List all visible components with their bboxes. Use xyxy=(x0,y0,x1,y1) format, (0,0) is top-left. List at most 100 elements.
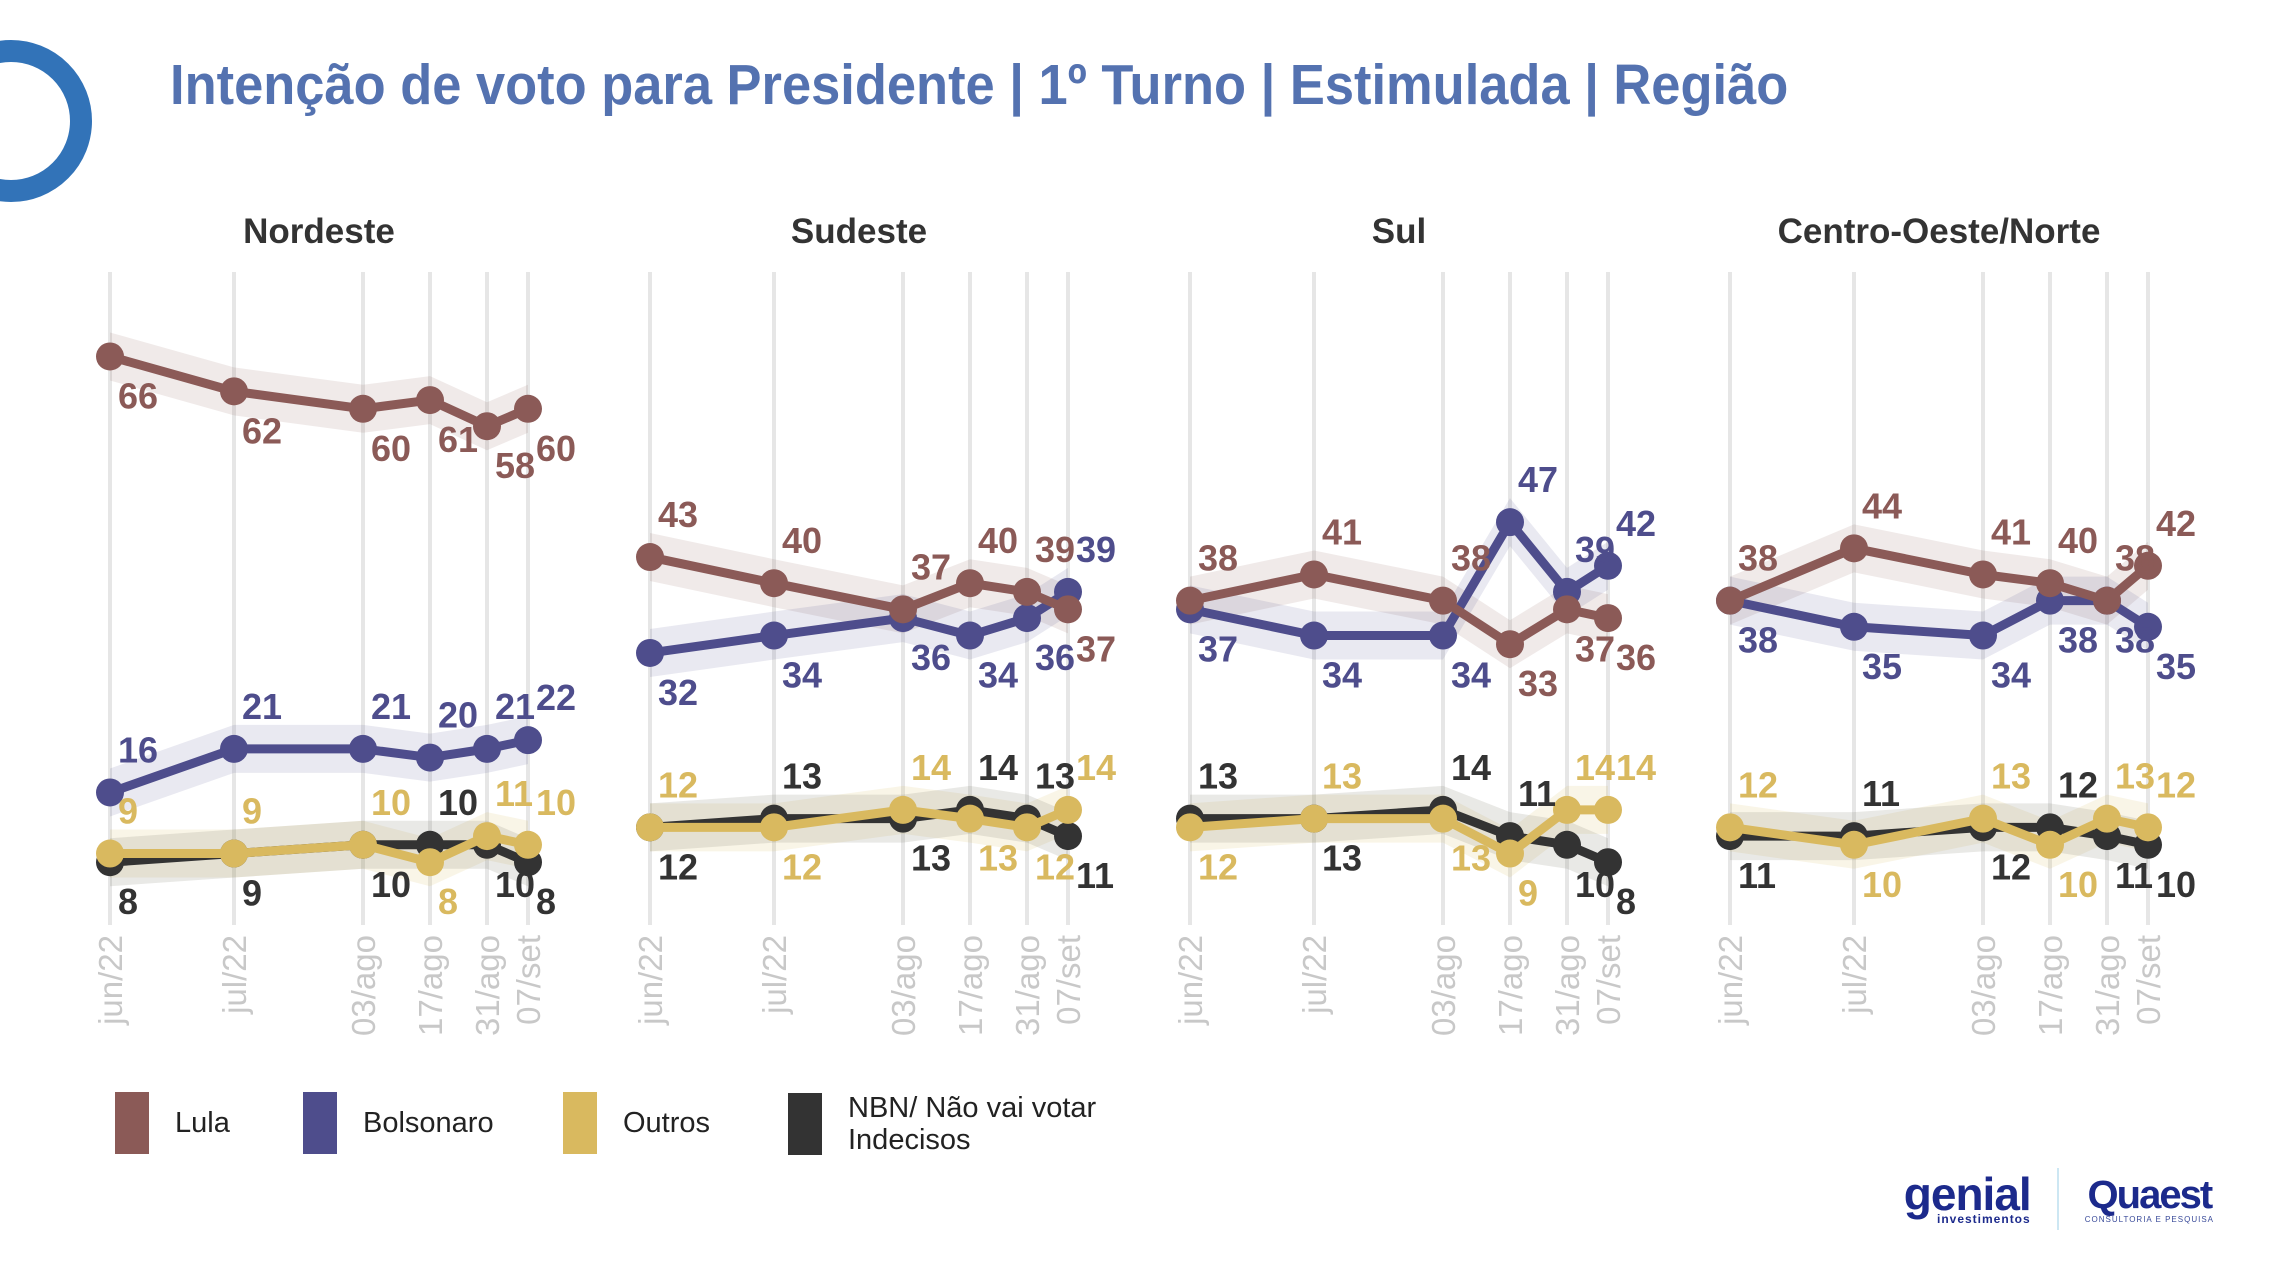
data-point-nbn xyxy=(1553,830,1581,859)
x-tick-label: jun/22 xyxy=(1712,935,1749,1026)
legend-swatch-lula xyxy=(115,1092,149,1154)
data-label-outros: 13 xyxy=(1322,756,1362,797)
data-point-bolsonaro xyxy=(220,734,248,763)
legend-item-lula: Lula xyxy=(115,1092,230,1154)
data-point-outros xyxy=(760,813,788,842)
data-label-bolsonaro: 42 xyxy=(1616,503,1656,544)
data-point-outros xyxy=(220,839,248,868)
data-label-bolsonaro: 38 xyxy=(1738,620,1778,661)
data-point-lula xyxy=(889,595,917,624)
data-point-lula xyxy=(1840,534,1868,563)
data-point-outros xyxy=(1496,839,1524,868)
x-tick-label: jun/22 xyxy=(1172,935,1209,1026)
data-label-lula: 61 xyxy=(438,419,478,460)
panel-nordeste: Nordeste jun/22 jul/22 03/ago 17/ago 31/ago 07… xyxy=(92,212,576,1036)
data-point-outros xyxy=(1969,804,1997,833)
quaest-logo: Quaest CONSULTORIA E PESQUISA xyxy=(2085,1175,2214,1224)
data-label-lula: 33 xyxy=(1518,663,1558,704)
data-point-lula xyxy=(416,386,444,415)
data-label-lula: 41 xyxy=(1322,511,1362,552)
x-tick-label: 07/set xyxy=(510,935,547,1025)
data-label-outros: 14 xyxy=(1616,747,1656,788)
data-point-outros xyxy=(2036,830,2064,859)
data-label-bolsonaro: 21 xyxy=(242,686,282,727)
data-label-outros: 13 xyxy=(1451,838,1491,879)
data-label-nbn: 8 xyxy=(1616,881,1636,922)
data-label-lula: 42 xyxy=(2156,503,2196,544)
data-point-outros xyxy=(2093,804,2121,833)
data-point-bolsonaro xyxy=(1969,621,1997,650)
data-point-lula xyxy=(1969,560,1997,589)
data-point-outros xyxy=(1300,804,1328,833)
data-label-bolsonaro: 38 xyxy=(2115,620,2155,661)
genial-logo: genial investimentos xyxy=(1904,1171,2032,1226)
data-label-outros: 12 xyxy=(658,764,698,805)
data-point-outros xyxy=(416,848,444,877)
legend-item-outros: Outros xyxy=(563,1092,710,1154)
logo-divider xyxy=(2056,1168,2059,1230)
data-label-bolsonaro: 39 xyxy=(1076,529,1116,570)
data-label-nbn: 12 xyxy=(1991,846,2031,887)
data-point-lula xyxy=(1300,560,1328,589)
data-label-outros: 12 xyxy=(1035,846,1075,887)
legend-item-nbn: NBN/ Não vai votar Indecisos xyxy=(788,1092,1096,1156)
data-label-lula: 66 xyxy=(118,375,158,416)
data-label-nbn: 14 xyxy=(1451,747,1491,788)
data-label-nbn: 10 xyxy=(1575,864,1615,905)
data-label-outros: 9 xyxy=(1518,873,1538,914)
data-point-bolsonaro xyxy=(473,734,501,763)
data-point-lula xyxy=(2036,569,2064,598)
legend-label: NBN/ Não vai votar Indecisos xyxy=(848,1092,1097,1156)
data-label-bolsonaro: 39 xyxy=(1575,529,1615,570)
data-point-lula xyxy=(956,569,984,598)
x-tick-label: 03/ago xyxy=(345,935,382,1036)
data-point-outros xyxy=(2134,813,2162,842)
data-label-outros: 8 xyxy=(438,881,458,922)
x-tick-label: 31/ago xyxy=(2089,935,2126,1036)
data-label-bolsonaro: 32 xyxy=(658,672,698,713)
data-label-lula: 38 xyxy=(2115,538,2155,579)
data-label-nbn: 13 xyxy=(782,756,822,797)
data-point-bolsonaro xyxy=(416,743,444,772)
data-label-bolsonaro: 20 xyxy=(438,695,478,736)
data-point-bolsonaro xyxy=(349,734,377,763)
panel-title: Centro-Oeste/Norte xyxy=(1778,212,2101,251)
panel-title: Nordeste xyxy=(243,212,395,251)
data-point-nbn xyxy=(1594,848,1622,877)
data-label-lula: 40 xyxy=(978,520,1018,561)
data-label-lula: 60 xyxy=(371,428,411,469)
data-point-lula xyxy=(1496,630,1524,659)
data-label-outros: 13 xyxy=(2115,756,2155,797)
legend-item-bolsonaro: Bolsonaro xyxy=(303,1092,494,1154)
data-point-outros xyxy=(1553,795,1581,824)
data-label-outros: 12 xyxy=(2156,764,2196,805)
x-tick-label: 03/ago xyxy=(885,935,922,1036)
data-label-bolsonaro: 35 xyxy=(1862,646,1902,687)
x-tick-label: jul/22 xyxy=(1836,935,1873,1015)
data-label-nbn: 10 xyxy=(2156,864,2196,905)
data-point-lula xyxy=(1594,604,1622,633)
x-tick-label: 07/set xyxy=(1050,935,1087,1025)
data-label-bolsonaro: 34 xyxy=(1451,655,1491,696)
data-label-outros: 9 xyxy=(242,791,262,832)
data-label-outros: 14 xyxy=(1076,747,1116,788)
legend-swatch-bolsonaro xyxy=(303,1092,337,1154)
data-label-lula: 36 xyxy=(1616,637,1656,678)
data-label-bolsonaro: 34 xyxy=(1322,655,1362,696)
data-point-lula xyxy=(220,377,248,406)
x-tick-label: 17/ago xyxy=(412,935,449,1036)
x-tick-label: 31/ago xyxy=(1549,935,1586,1036)
data-point-bolsonaro xyxy=(760,621,788,650)
data-label-outros: 10 xyxy=(536,782,576,823)
x-tick-label: jul/22 xyxy=(1296,935,1333,1015)
data-label-nbn: 11 xyxy=(2115,855,2153,896)
data-label-bolsonaro: 36 xyxy=(911,637,951,678)
data-point-lula xyxy=(1176,586,1204,615)
data-label-bolsonaro: 16 xyxy=(118,729,158,770)
data-label-outros: 12 xyxy=(782,846,822,887)
data-label-bolsonaro: 38 xyxy=(2058,620,2098,661)
data-label-nbn: 13 xyxy=(911,838,951,879)
data-label-nbn: 13 xyxy=(1322,838,1362,879)
data-label-nbn: 10 xyxy=(371,864,411,905)
data-point-lula xyxy=(2134,551,2162,580)
